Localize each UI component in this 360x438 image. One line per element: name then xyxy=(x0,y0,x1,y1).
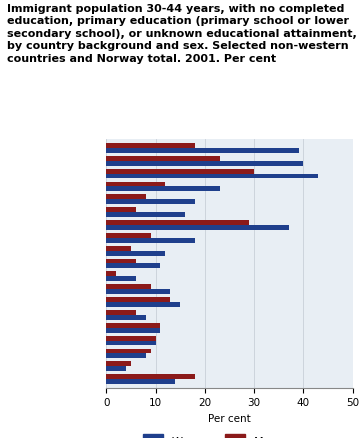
Bar xyxy=(106,208,136,212)
Bar xyxy=(106,362,131,367)
Bar xyxy=(106,349,150,353)
Bar xyxy=(106,233,150,238)
Bar xyxy=(106,161,303,166)
Bar xyxy=(106,195,146,200)
X-axis label: Per cent: Per cent xyxy=(208,413,251,423)
Bar xyxy=(106,374,195,379)
Bar xyxy=(106,174,318,179)
Bar xyxy=(106,310,136,315)
Bar xyxy=(106,259,136,264)
Text: Immigrant population 30-44 years, with no completed
education, primary education: Immigrant population 30-44 years, with n… xyxy=(7,4,357,64)
Bar xyxy=(106,251,165,256)
Bar xyxy=(106,182,165,187)
Bar xyxy=(106,290,170,294)
Bar xyxy=(106,221,249,226)
Bar xyxy=(106,144,195,148)
Bar xyxy=(106,277,136,282)
Bar xyxy=(106,336,156,341)
Bar xyxy=(106,367,126,371)
Bar xyxy=(106,187,220,192)
Bar xyxy=(106,302,180,307)
Bar xyxy=(106,297,170,302)
Bar xyxy=(106,379,175,384)
Bar xyxy=(106,156,220,161)
Bar xyxy=(106,353,146,359)
Bar xyxy=(106,200,195,205)
Bar xyxy=(106,238,195,243)
Bar xyxy=(106,264,161,269)
Bar xyxy=(106,148,298,153)
Bar xyxy=(106,323,161,328)
Bar xyxy=(106,246,131,251)
Bar xyxy=(106,272,116,277)
Bar xyxy=(106,341,156,346)
Bar xyxy=(106,169,254,174)
Bar xyxy=(106,226,289,230)
Bar xyxy=(106,328,161,333)
Legend: Women, Men: Women, Men xyxy=(138,430,282,438)
Bar xyxy=(106,285,150,290)
Bar xyxy=(106,315,146,320)
Bar xyxy=(106,212,185,218)
